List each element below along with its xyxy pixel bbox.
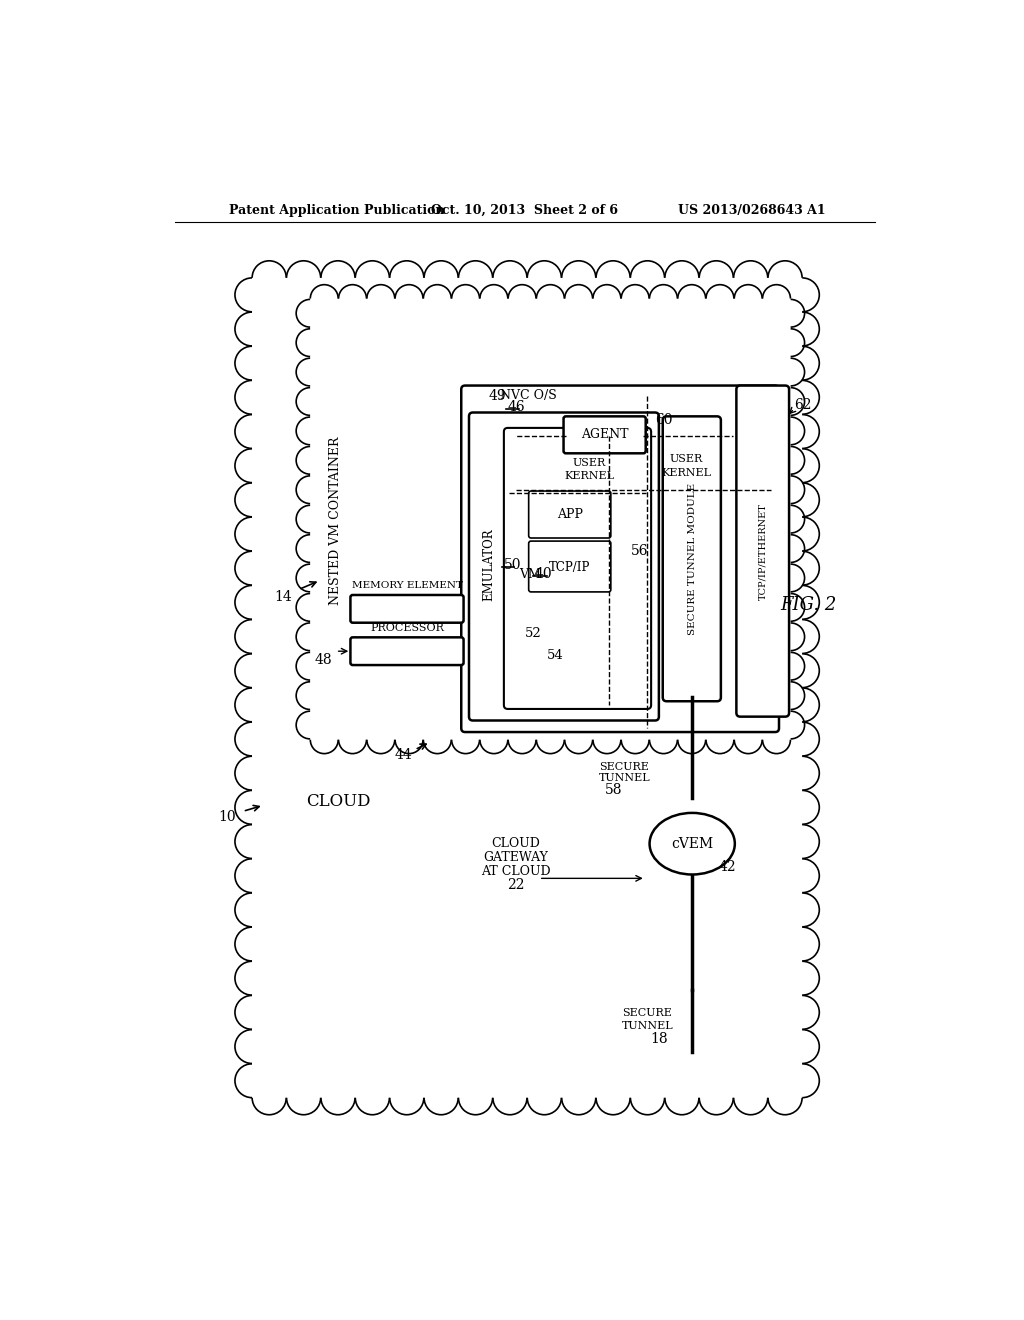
Text: 62: 62 <box>795 397 812 412</box>
Text: EMULATOR: EMULATOR <box>482 528 495 602</box>
Text: USER: USER <box>572 458 606 467</box>
Text: CLOUD: CLOUD <box>492 837 540 850</box>
Text: 40: 40 <box>535 568 553 581</box>
Text: 46: 46 <box>508 400 525 414</box>
Text: KERNEL: KERNEL <box>662 467 711 478</box>
Text: VM: VM <box>519 568 542 581</box>
Text: AGENT: AGENT <box>581 428 629 441</box>
Text: MEMORY ELEMENT: MEMORY ELEMENT <box>351 581 463 590</box>
Text: PROCESSOR: PROCESSOR <box>370 623 444 634</box>
Text: 22: 22 <box>507 878 524 892</box>
FancyBboxPatch shape <box>528 491 611 539</box>
FancyBboxPatch shape <box>736 385 790 717</box>
FancyBboxPatch shape <box>563 416 646 453</box>
Text: SECURE: SECURE <box>599 762 649 772</box>
Text: KERNEL: KERNEL <box>564 471 614 480</box>
FancyBboxPatch shape <box>350 595 464 623</box>
Text: Patent Application Publication: Patent Application Publication <box>228 205 444 218</box>
Text: APP: APP <box>557 508 583 521</box>
Text: 60: 60 <box>655 413 673 428</box>
FancyBboxPatch shape <box>528 541 611 591</box>
Text: 48: 48 <box>314 653 332 668</box>
Text: SECURE: SECURE <box>623 1008 672 1018</box>
Text: 10: 10 <box>218 809 236 824</box>
Text: GATEWAY: GATEWAY <box>483 851 548 865</box>
Text: TUNNEL: TUNNEL <box>622 1022 673 1031</box>
Text: 52: 52 <box>524 627 542 640</box>
FancyBboxPatch shape <box>504 428 651 709</box>
Text: TCP/IP/ETHERNET: TCP/IP/ETHERNET <box>758 503 767 599</box>
Text: CLOUD: CLOUD <box>306 793 371 810</box>
Text: Oct. 10, 2013  Sheet 2 of 6: Oct. 10, 2013 Sheet 2 of 6 <box>431 205 618 218</box>
Text: NESTED VM CONTAINER: NESTED VM CONTAINER <box>329 436 342 605</box>
Text: 58: 58 <box>604 783 623 797</box>
Text: 50: 50 <box>504 558 521 572</box>
Text: TUNNEL: TUNNEL <box>599 774 651 783</box>
FancyBboxPatch shape <box>663 416 721 701</box>
Text: 54: 54 <box>547 648 563 661</box>
Text: US 2013/0268643 A1: US 2013/0268643 A1 <box>678 205 825 218</box>
Ellipse shape <box>649 813 735 875</box>
Text: 49: 49 <box>488 388 506 403</box>
Text: USER: USER <box>670 454 702 463</box>
FancyBboxPatch shape <box>469 412 658 721</box>
Text: 14: 14 <box>274 590 292 605</box>
Text: NVC O/S: NVC O/S <box>500 389 557 403</box>
Text: cVEM: cVEM <box>671 837 714 850</box>
Text: 18: 18 <box>650 1032 668 1047</box>
Text: SECURE TUNNEL MODULE: SECURE TUNNEL MODULE <box>688 483 696 635</box>
FancyBboxPatch shape <box>461 385 779 733</box>
Text: AT CLOUD: AT CLOUD <box>480 865 550 878</box>
FancyBboxPatch shape <box>350 638 464 665</box>
Text: FIG. 2: FIG. 2 <box>780 597 837 614</box>
Text: 44: 44 <box>394 748 412 762</box>
Text: 42: 42 <box>719 859 736 874</box>
Text: 56: 56 <box>632 544 649 558</box>
Text: TCP/IP: TCP/IP <box>549 561 591 574</box>
